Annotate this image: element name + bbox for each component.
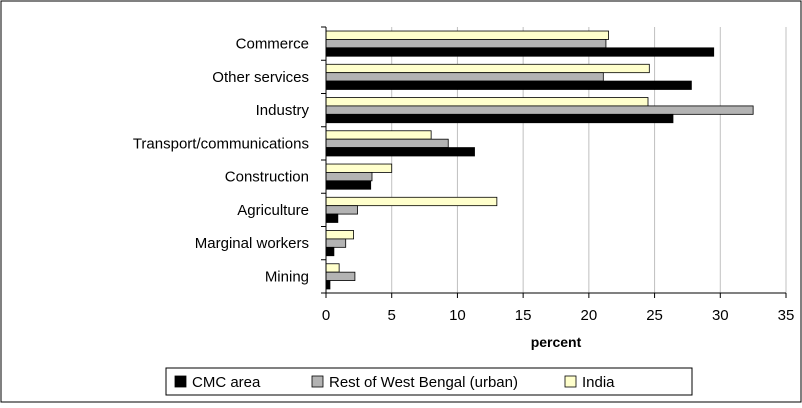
bar-transport-communications-series-0	[325, 147, 475, 157]
legend-frame	[165, 367, 693, 396]
bar-transport-communications-series-1	[325, 138, 449, 148]
x-tick-label-10: 10	[449, 307, 466, 324]
legend-label-1: Rest of West Bengal (urban)	[329, 374, 518, 391]
x-axis-title: percent	[531, 334, 582, 350]
x-tick-label-30: 30	[712, 307, 729, 324]
bar-commerce-series-2	[325, 30, 609, 40]
category-label-5: Agriculture	[237, 202, 309, 219]
bar-industry-series-1	[325, 105, 754, 115]
bar-industry-series-0	[325, 113, 674, 124]
legend-label-0: CMC area	[192, 374, 261, 391]
axes	[321, 26, 787, 298]
bar-agriculture-series-1	[325, 205, 358, 215]
bar-transport-communications-series-2	[325, 130, 432, 140]
x-tick-label-15: 15	[515, 307, 532, 324]
category-label-0: Commerce	[236, 36, 309, 53]
bar-industry-series-2	[325, 97, 649, 107]
bar-other-services-series-2	[325, 63, 650, 74]
bar-construction-series-1	[325, 172, 373, 182]
bar-mining-series-2	[325, 263, 340, 273]
category-label-4: Construction	[225, 169, 309, 186]
legend: CMC area Rest of West Bengal (urban) India	[165, 367, 693, 396]
bar-construction-series-2	[325, 163, 393, 173]
legend-swatch-0	[174, 375, 187, 388]
x-tick-label-25: 25	[646, 307, 663, 324]
category-label-3: Transport/communications	[133, 135, 309, 152]
x-tick-label-20: 20	[581, 307, 598, 324]
legend-swatch-1	[311, 375, 324, 388]
bar-commerce-series-0	[325, 47, 715, 57]
bar-marginal-workers-series-1	[325, 238, 347, 248]
bar-marginal-workers-series-2	[325, 230, 355, 240]
bar-agriculture-series-2	[325, 196, 498, 207]
category-label-6: Marginal workers	[195, 235, 309, 252]
bar-agriculture-series-0	[325, 213, 339, 223]
bar-other-services-series-0	[325, 80, 692, 90]
x-tick-label-5: 5	[388, 307, 396, 324]
x-tick-label-0: 0	[322, 307, 330, 324]
bar-construction-series-0	[325, 180, 372, 190]
bar-mining-series-0	[325, 280, 331, 290]
category-label-2: Industry	[256, 102, 310, 119]
category-label-7: Mining	[265, 268, 309, 285]
x-tick-labels: 0 5 10 15 20 25 30 35	[322, 307, 795, 324]
bar-other-services-series-1	[325, 72, 604, 82]
legend-swatch-2	[564, 375, 577, 388]
bar-commerce-series-1	[325, 39, 607, 49]
bar-mining-series-1	[325, 271, 356, 281]
bars	[325, 30, 754, 290]
category-label-1: Other services	[212, 69, 309, 86]
bar-marginal-workers-series-0	[325, 246, 335, 257]
category-labels: Commerce Other services Industry Transport/…	[133, 36, 310, 286]
legend-label-2: India	[582, 374, 615, 391]
x-tick-label-35: 35	[778, 307, 795, 324]
